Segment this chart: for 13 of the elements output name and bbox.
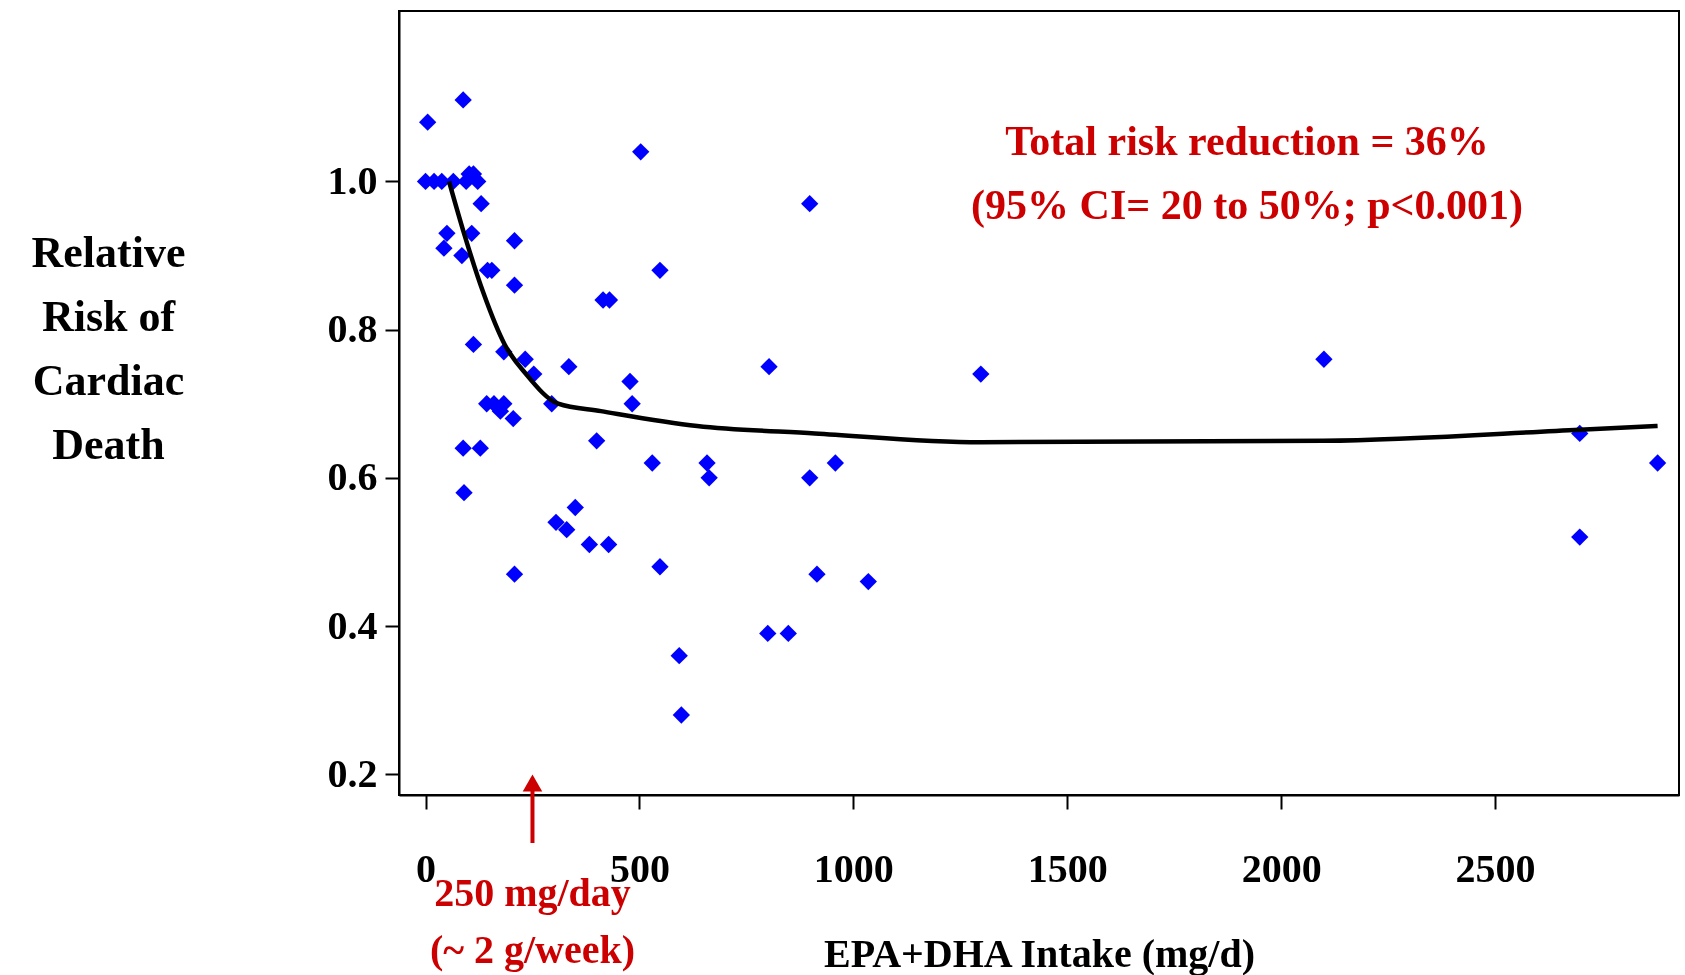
y-tick-label: 0.2	[327, 750, 378, 796]
y-axis-title: Relative Risk of Cardiac Death	[31, 227, 186, 469]
annotation: (95% CI= 20 to 50%; p<0.001)	[971, 182, 1523, 229]
y-tick-label: 0.8	[327, 306, 378, 352]
annotation: Total risk reduction = 36%	[1005, 118, 1489, 164]
x-tick-label: 1500	[1027, 845, 1108, 891]
y-tick-label: 1.0	[327, 157, 378, 203]
x-tick-label: 2500	[1455, 845, 1536, 891]
x-axis-title: EPA+DHA Intake (mg/d)	[824, 930, 1255, 975]
x-tick-label: 2000	[1241, 845, 1322, 891]
y-tick-label: 0.4	[327, 602, 378, 648]
y-tick-label: 0.6	[327, 454, 378, 500]
x-tick-label: 1000	[813, 845, 894, 891]
